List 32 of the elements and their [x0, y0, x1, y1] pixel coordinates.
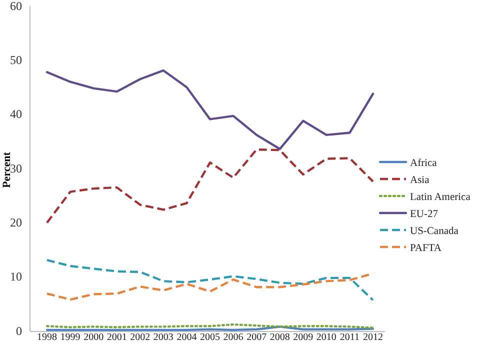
x-tick-label: 2012	[363, 332, 383, 344]
line-series	[46, 272, 374, 301]
x-tick-label: 1999	[60, 332, 80, 344]
y-tick-label: 20	[10, 216, 22, 230]
y-tick-label: 30	[10, 161, 22, 176]
x-tick-label: 2011	[340, 332, 360, 344]
legend-label: Asia	[410, 175, 430, 186]
x-tick-label: 1998	[37, 332, 57, 344]
legend-label: US-Canada	[410, 226, 459, 237]
y-tick-label: 10	[10, 270, 22, 284]
legend-label: EU-27	[410, 209, 438, 220]
legend-label: Latin America	[410, 192, 471, 203]
x-tick-label: 2010	[316, 332, 336, 344]
x-tick-label: 2008	[270, 332, 290, 344]
y-tick-label: 50	[10, 53, 22, 68]
line-series	[46, 148, 374, 224]
y-tick-label: 40	[10, 107, 22, 122]
x-tick-label: 2001	[106, 332, 127, 344]
legend-label: Africa	[410, 158, 438, 169]
y-tick-label: 0	[16, 324, 22, 338]
x-tick-label: 2003	[153, 332, 174, 344]
x-tick-label: 2007	[246, 332, 267, 344]
y-tick-label: 60	[10, 0, 22, 13]
line-series	[46, 69, 374, 150]
x-tick-label: 2009	[293, 332, 314, 344]
legend-label: PAFTA	[410, 243, 442, 254]
x-tick-label: 2004	[176, 332, 197, 344]
x-tick-label: 2002	[130, 332, 150, 344]
line-series	[46, 258, 374, 302]
x-tick-label: 2006	[223, 332, 244, 344]
x-tick-label: 2005	[200, 332, 220, 344]
x-tick-label: 2000	[84, 332, 104, 344]
